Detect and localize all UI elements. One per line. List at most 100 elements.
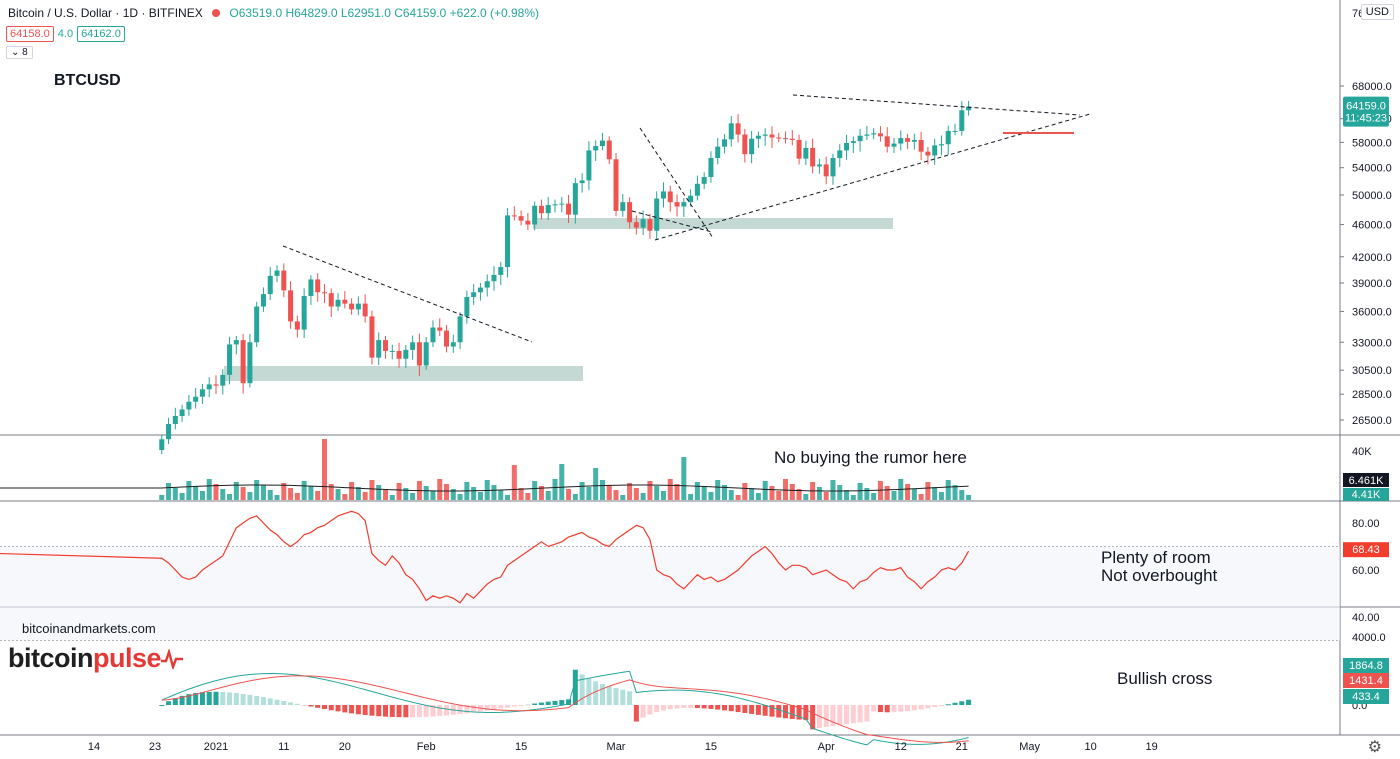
time-tick-label: 19 <box>1146 741 1158 753</box>
candle-body <box>674 202 680 207</box>
candle-body <box>376 340 382 358</box>
macd-histogram-bar <box>403 705 409 718</box>
candle-body <box>288 290 294 322</box>
candle-body <box>945 130 951 145</box>
macd-histogram-bar <box>545 701 551 705</box>
macd-histogram-bar <box>579 674 585 705</box>
macd-histogram-bar <box>918 705 924 710</box>
candle-body <box>423 342 429 366</box>
macd-histogram-bar <box>267 698 273 705</box>
volume-bar <box>376 485 382 500</box>
macd-tick-label: 4000.0 <box>1352 632 1386 644</box>
macd-histogram-bar <box>220 691 226 705</box>
indicator-toggle[interactable]: ⌄ 8 <box>6 46 33 59</box>
time-tick-label: 10 <box>1084 741 1096 753</box>
candle-body <box>335 299 341 307</box>
volume-bar <box>525 493 531 500</box>
macd-histogram-bar <box>233 693 239 705</box>
price-tick-label: 36000.0 <box>1352 306 1392 318</box>
macd-histogram-bar <box>328 705 334 711</box>
volume-bar <box>274 495 280 500</box>
price-tick-label: 42000.0 <box>1352 252 1392 264</box>
macd-histogram-bar <box>599 684 605 705</box>
candle-body <box>301 296 307 330</box>
candle-body <box>254 306 260 343</box>
pulse-icon <box>161 647 184 671</box>
candle-body <box>206 384 212 390</box>
trendline <box>654 113 1091 241</box>
buy-price-box[interactable]: 64162.0 <box>77 26 125 42</box>
candle-body <box>735 123 741 135</box>
candle-body <box>823 164 829 177</box>
support-zone <box>533 218 893 229</box>
macd-histogram-bar <box>525 704 531 706</box>
macd-histogram-bar <box>620 689 626 705</box>
volume-bar <box>498 490 504 500</box>
volume-bar <box>857 483 863 500</box>
symbol-title[interactable]: Bitcoin / U.S. Dollar · 1D · BITFINEX <box>8 6 203 20</box>
macd-histogram-bar <box>274 699 280 705</box>
macd-histogram-bar <box>776 705 782 718</box>
volume-bar <box>844 490 850 500</box>
countdown-label: 11:45:23 <box>1345 113 1387 125</box>
time-tick-label: 20 <box>339 741 351 753</box>
macd-histogram-bar <box>294 703 300 705</box>
candle-body <box>491 274 497 282</box>
macd-histogram-bar <box>511 705 517 707</box>
volume-bar <box>227 494 233 500</box>
volume-bar <box>660 491 666 500</box>
macd-histogram-bar <box>518 705 524 706</box>
last-price-label: 64159.0 <box>1346 101 1386 113</box>
macd-histogram-bar <box>627 691 633 705</box>
volume-bar <box>491 485 497 500</box>
logo-text-pulse: pulse <box>93 643 162 673</box>
candle-body <box>877 133 883 137</box>
currency-label[interactable]: USD <box>1360 4 1394 20</box>
candle-body <box>749 138 755 155</box>
spread-value: 4.0 <box>57 28 74 40</box>
macd-histogram-bar <box>640 705 646 718</box>
candle-body <box>471 292 477 297</box>
volume-bar <box>966 495 972 500</box>
candle-body <box>532 205 538 225</box>
candle-body <box>369 316 375 358</box>
volume-bar <box>606 485 612 500</box>
trendline <box>639 127 714 239</box>
macd-histogram-bar <box>471 705 477 713</box>
time-tick-label: 12 <box>895 741 907 753</box>
settings-gear-icon[interactable]: ⚙ <box>1367 739 1382 756</box>
price-tick-label: 39000.0 <box>1352 278 1392 290</box>
macd-histogram-bar <box>660 705 666 711</box>
time-tick-label: 15 <box>705 741 717 753</box>
candle-body <box>688 195 694 203</box>
logo-text-bitcoin: bitcoin <box>8 643 94 673</box>
volume-bar <box>206 479 212 500</box>
volume-bar <box>864 488 870 500</box>
price-tick-label: 54000.0 <box>1352 163 1392 175</box>
candle-body <box>362 303 368 317</box>
sell-price-box[interactable]: 64158.0 <box>6 26 54 42</box>
volume-bar <box>186 481 192 500</box>
ticker-annotation: BTCUSD <box>54 72 121 89</box>
macd-histogram-bar <box>362 705 368 716</box>
volume-bar <box>159 495 165 500</box>
volume-bar <box>599 480 605 500</box>
volume-bar <box>349 482 355 500</box>
candle-body <box>918 139 924 152</box>
candle-body <box>511 215 517 217</box>
candle-body <box>274 270 280 276</box>
volume-ma-label: 4.41K <box>1352 489 1381 501</box>
volume-bar <box>891 491 897 500</box>
macd-histogram-bar <box>647 705 653 715</box>
volume-bar <box>450 489 456 500</box>
volume-bar <box>728 490 734 500</box>
market-status-dot <box>212 9 221 17</box>
macd-histogram-bar <box>884 705 890 713</box>
candle-body <box>850 141 856 143</box>
volume-bar <box>803 494 809 500</box>
time-tick-label: 14 <box>88 741 100 753</box>
macd-histogram-bar <box>803 705 809 721</box>
macd-histogram-bar <box>633 705 639 722</box>
macd-histogram-bar <box>247 694 253 705</box>
